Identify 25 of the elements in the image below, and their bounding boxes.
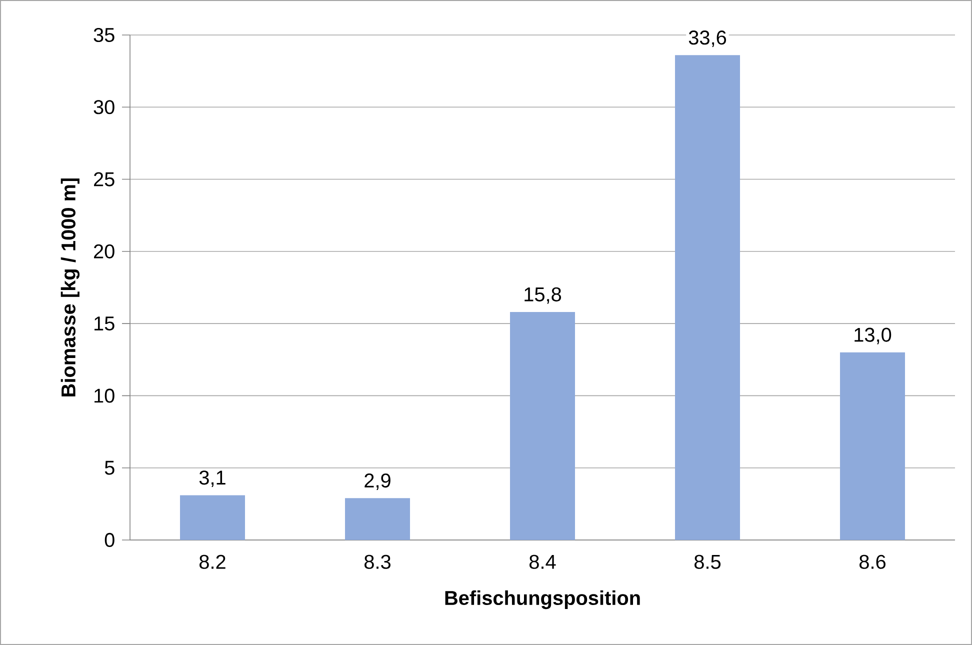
bar: [840, 352, 906, 540]
bar: [510, 312, 576, 540]
data-label: 2,9: [364, 473, 390, 490]
bar: [675, 55, 740, 540]
x-tick-label: 8.5: [694, 554, 721, 569]
x-tick-label: 8.4: [530, 554, 556, 569]
x-tick-label: 8.6: [860, 554, 886, 569]
y-tick-label: 35: [94, 28, 114, 42]
x-tick-label: 8.2: [200, 554, 226, 569]
y-tick-label: 30: [94, 100, 114, 114]
y-tick-label: 0: [104, 532, 114, 548]
data-label: 15,8: [524, 287, 562, 304]
bar: [345, 498, 410, 540]
y-tick-label: 25: [94, 172, 114, 186]
x-tick-label: 8.3: [364, 554, 390, 569]
data-label: 33,6: [688, 30, 726, 47]
bar: [180, 495, 246, 540]
y-tick-label: 20: [94, 244, 114, 258]
y-tick-label: 10: [94, 388, 114, 403]
y-tick-label: 5: [104, 460, 114, 475]
x-axis-title: Befischungsposition: [445, 590, 640, 610]
y-tick-label: 15: [94, 316, 114, 330]
data-label: 13,0: [854, 328, 892, 344]
y-axis-title: Biomasse [kg / 1000 m]: [60, 178, 80, 396]
data-label: 3,1: [199, 470, 226, 488]
